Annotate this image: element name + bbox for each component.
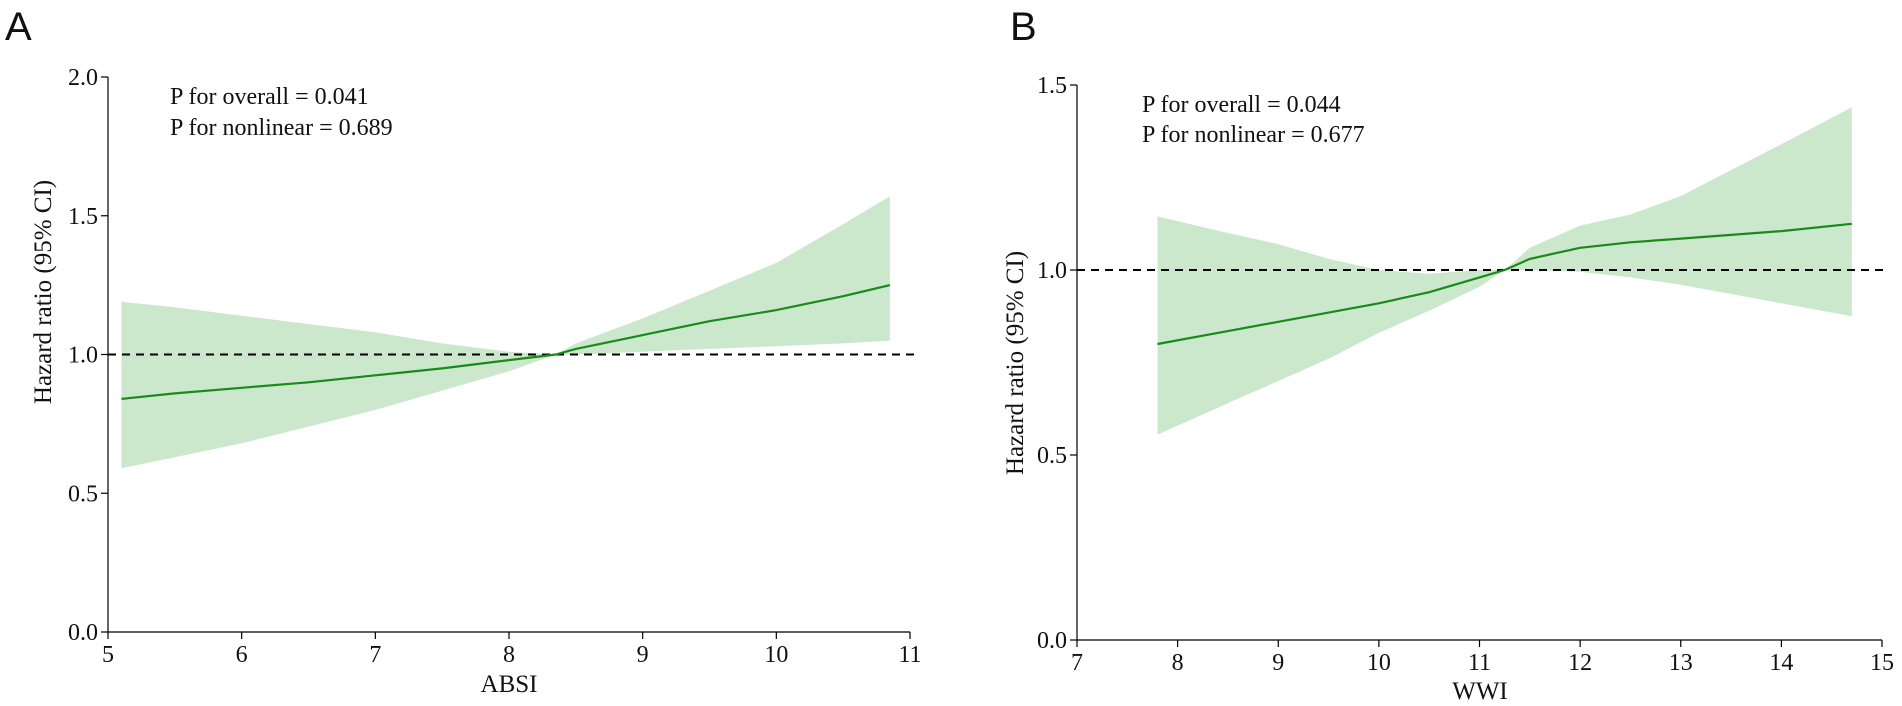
x-tick-label: 11 — [898, 642, 921, 668]
x-tick-label: 12 — [1568, 650, 1592, 676]
y-axis-label: Hazard ratio (95% CI) — [30, 180, 57, 404]
panel-letter-a: A — [5, 5, 32, 49]
x-ticks-group: 7 8 9 10 11 12 13 14 15 — [1071, 640, 1894, 676]
ci-band-group — [1157, 107, 1852, 435]
x-tick-label: 8 — [1172, 650, 1184, 676]
y-axis-label: Hazard ratio (95% CI) — [1002, 251, 1029, 475]
x-tick-label: 8 — [503, 642, 515, 668]
hazard-ratio-line — [1157, 222, 1852, 346]
y-ticks-group: 0.0 0.5 1.0 1.5 — [1037, 73, 1077, 654]
x-tick-label: 7 — [369, 642, 381, 668]
y-tick-label: 1.0 — [68, 343, 98, 369]
annotation-p-overall: P for overall = 0.044 — [1142, 92, 1341, 118]
x-tick-label: 6 — [236, 642, 248, 668]
y-tick-label: 0.5 — [68, 481, 98, 507]
x-tick-label: 9 — [1272, 650, 1284, 676]
hazard-line-group — [121, 284, 891, 400]
annotation-p-nonlinear: P for nonlinear = 0.689 — [170, 115, 393, 141]
hazard-line-group — [1157, 222, 1852, 346]
x-tick-label: 10 — [1367, 650, 1391, 676]
y-tick-label: 0.5 — [1037, 443, 1067, 469]
y-ticks-group: 0.0 0.5 1.0 1.5 2.0 — [68, 65, 108, 646]
x-ticks-group: 5 6 7 8 9 10 11 — [102, 632, 922, 668]
x-tick-label: 15 — [1870, 650, 1894, 676]
y-tick-label: 2.0 — [68, 65, 98, 91]
y-tick-label: 0.0 — [1037, 628, 1067, 654]
chart-panel-b: B 0.0 0.5 1.0 1.5 7 8 9 10 11 12 13 14 15 WWI Hazar… — [1002, 5, 1894, 705]
x-tick-label: 10 — [764, 642, 788, 668]
ci-band — [121, 196, 890, 469]
y-tick-label: 0.0 — [68, 620, 98, 646]
y-tick-label: 1.0 — [1037, 258, 1067, 284]
x-axis-label: WWI — [1452, 678, 1508, 705]
x-tick-label: 7 — [1071, 650, 1083, 676]
ci-band — [1157, 107, 1852, 435]
x-tick-label: 14 — [1769, 650, 1793, 676]
x-tick-label: 13 — [1669, 650, 1693, 676]
hazard-ratio-line — [121, 284, 891, 400]
ci-band-group — [121, 196, 890, 469]
chart-panel-a: A 0.0 0.5 1.0 1.5 2.0 5 6 7 8 9 10 11 ABSI Hazard … — [5, 5, 922, 698]
x-tick-label: 5 — [102, 642, 114, 668]
panel-letter-b: B — [1010, 5, 1037, 49]
annotation-p-overall: P for overall = 0.041 — [170, 84, 369, 110]
y-tick-label: 1.5 — [68, 204, 98, 230]
x-axis-label: ABSI — [481, 671, 538, 698]
x-tick-label: 11 — [1468, 650, 1491, 676]
annotation-p-nonlinear: P for nonlinear = 0.677 — [1142, 122, 1365, 148]
x-tick-label: 9 — [637, 642, 649, 668]
y-tick-label: 1.5 — [1037, 73, 1067, 99]
